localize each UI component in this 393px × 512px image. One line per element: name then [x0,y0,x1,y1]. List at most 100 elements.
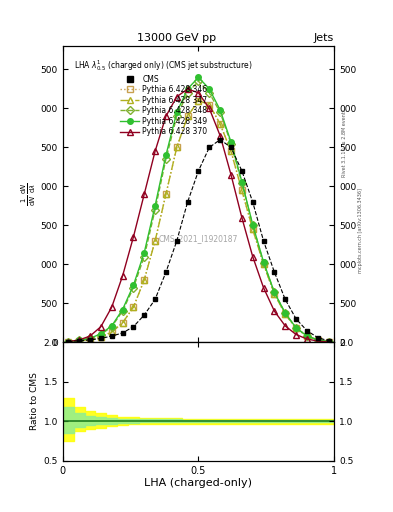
Pythia 6.428 346 [218,121,222,127]
Pythia 6.428 349 [326,338,331,345]
Pythia 6.428 348 [250,222,255,228]
Pythia 6.428 347 [229,148,233,155]
Pythia 6.428 348 [88,335,92,342]
Pythia 6.428 346 [250,226,255,232]
Pythia 6.428 347 [196,98,201,104]
CMS [272,269,277,275]
Pythia 6.428 348 [261,260,266,266]
Pythia 6.428 346 [326,338,331,345]
Pythia 6.428 348 [207,90,212,96]
Pythia 6.428 370 [316,338,320,344]
Pythia 6.428 347 [185,113,190,119]
Text: CMS_2021_I1920187: CMS_2021_I1920187 [159,234,238,243]
Pythia 6.428 370 [326,339,331,345]
Pythia 6.428 370 [120,273,125,279]
Pythia 6.428 370 [142,191,147,197]
Pythia 6.428 370 [229,172,233,178]
Pythia 6.428 370 [239,215,244,221]
Pythia 6.428 370 [99,324,103,330]
Pythia 6.428 347 [261,261,266,267]
Pythia 6.428 348 [229,140,233,146]
Pythia 6.428 349 [120,307,125,313]
CMS [131,324,136,330]
CMS [305,328,309,334]
CMS [66,338,71,345]
Pythia 6.428 370 [196,90,201,96]
Pythia 6.428 348 [196,78,201,84]
Pythia 6.428 347 [283,311,288,317]
Pythia 6.428 347 [218,121,222,127]
Pythia 6.428 347 [239,187,244,194]
CMS [250,199,255,205]
Pythia 6.428 346 [120,320,125,326]
Pythia 6.428 346 [272,291,277,297]
Text: 13000 GeV pp: 13000 GeV pp [137,33,217,44]
Pythia 6.428 370 [88,333,92,339]
Pythia 6.428 370 [153,148,158,155]
CMS [316,334,320,340]
CMS [294,316,298,322]
CMS [196,168,201,174]
Pythia 6.428 348 [326,338,331,345]
CMS [261,238,266,244]
CMS [77,338,81,344]
Pythia 6.428 348 [316,337,320,343]
Pythia 6.428 349 [66,338,71,345]
Pythia 6.428 347 [77,338,81,344]
CMS [88,337,92,343]
Pythia 6.428 348 [77,337,81,344]
Pythia 6.428 349 [88,335,92,342]
Pythia 6.428 349 [316,337,320,343]
Pythia 6.428 349 [207,86,212,92]
CMS [142,312,147,318]
Pythia 6.428 346 [185,113,190,119]
Pythia 6.428 370 [305,336,309,342]
CMS [326,338,331,344]
Pythia 6.428 370 [185,86,190,92]
Pythia 6.428 348 [142,253,147,260]
Pythia 6.428 348 [272,289,277,295]
Pythia 6.428 349 [283,310,288,316]
CMS [185,199,190,205]
Pythia 6.428 346 [294,325,298,331]
Pythia 6.428 347 [316,337,320,343]
Pythia 6.428 349 [218,107,222,113]
Pythia 6.428 346 [229,148,233,155]
Pythia 6.428 370 [218,133,222,139]
Pythia 6.428 347 [326,338,331,345]
Pythia 6.428 346 [316,337,320,343]
CMS [99,335,103,342]
Pythia 6.428 349 [163,152,168,158]
Pythia 6.428 370 [174,94,179,100]
Pythia 6.428 347 [207,101,212,108]
Pythia 6.428 347 [305,333,309,339]
Pythia 6.428 348 [174,113,179,119]
Pythia 6.428 346 [196,98,201,104]
Pythia 6.428 347 [131,304,136,310]
Y-axis label: Ratio to CMS: Ratio to CMS [31,373,39,431]
Pythia 6.428 348 [153,207,158,213]
X-axis label: LHA (charged-only): LHA (charged-only) [145,478,252,488]
Pythia 6.428 347 [88,336,92,343]
Pythia 6.428 348 [239,179,244,185]
Pythia 6.428 346 [109,329,114,335]
Pythia 6.428 349 [142,249,147,255]
Y-axis label: $\frac{1}{\mathrm{d}N}\,\frac{\mathrm{d}N}{\mathrm{d}\lambda}$: $\frac{1}{\mathrm{d}N}\,\frac{\mathrm{d}… [20,182,38,206]
Pythia 6.428 348 [294,325,298,331]
Line: Pythia 6.428 370: Pythia 6.428 370 [66,86,331,345]
Pythia 6.428 346 [207,101,212,108]
CMS [218,137,222,143]
Pythia 6.428 348 [283,310,288,316]
Pythia 6.428 348 [185,90,190,96]
Pythia 6.428 346 [163,191,168,197]
Pythia 6.428 349 [229,139,233,145]
CMS [239,168,244,174]
Pythia 6.428 370 [261,285,266,291]
Pythia 6.428 370 [163,113,168,119]
Text: Rivet 3.1.10, ≥ 2.8M events: Rivet 3.1.10, ≥ 2.8M events [342,109,347,178]
Pythia 6.428 347 [174,144,179,151]
Pythia 6.428 349 [261,259,266,265]
Pythia 6.428 349 [77,337,81,344]
Pythia 6.428 349 [153,203,158,209]
Pythia 6.428 347 [66,338,71,345]
